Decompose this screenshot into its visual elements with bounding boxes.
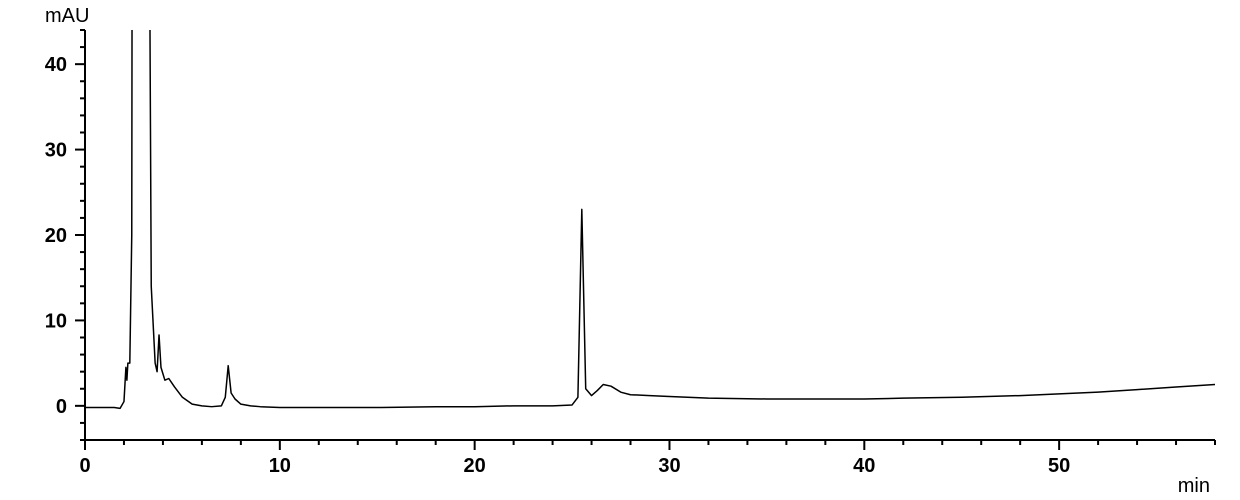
- svg-text:40: 40: [853, 455, 875, 477]
- svg-text:20: 20: [464, 455, 486, 477]
- svg-text:0: 0: [79, 455, 90, 477]
- svg-text:30: 30: [45, 140, 67, 162]
- svg-text:10: 10: [45, 310, 67, 332]
- svg-text:30: 30: [658, 455, 680, 477]
- svg-text:50: 50: [1048, 455, 1070, 477]
- x-axis-label: min: [1178, 475, 1210, 497]
- chromatogram-chart: 0 10 20 30 40 50 0 10 20 30 40 mAU min: [0, 0, 1240, 500]
- y-axis-label: mAU: [45, 5, 89, 27]
- svg-text:20: 20: [45, 225, 67, 247]
- svg-text:40: 40: [45, 54, 67, 76]
- svg-text:10: 10: [269, 455, 291, 477]
- svg-text:0: 0: [56, 396, 67, 418]
